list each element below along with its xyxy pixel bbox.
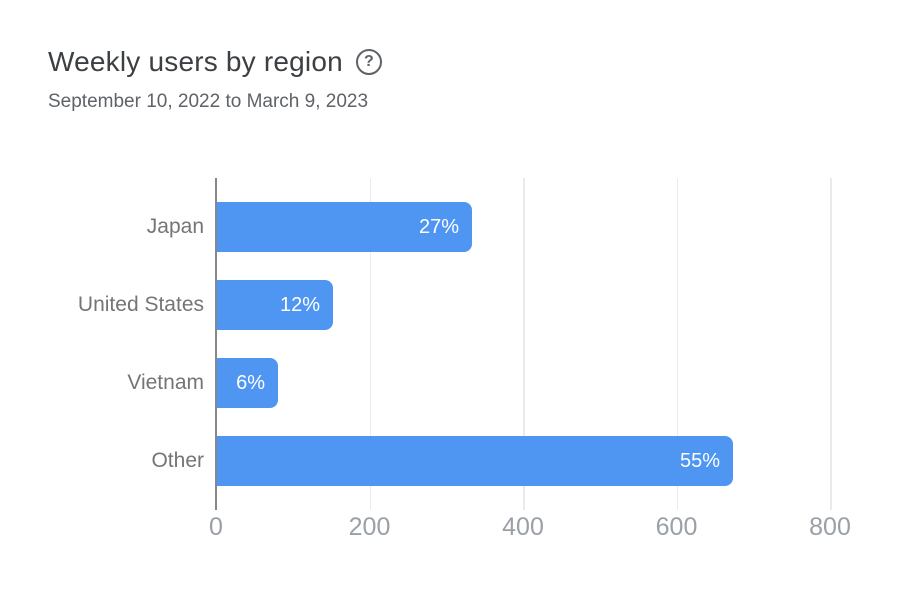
date-range-subtitle: September 10, 2022 to March 9, 2023 <box>48 91 369 112</box>
bar-value-label-japan: 27% <box>418 215 459 238</box>
gridline-x-200 <box>369 178 371 510</box>
category-label-vietnam: Vietnam <box>127 371 204 394</box>
page-title: Weekly users by region <box>48 46 343 77</box>
bar-value-label-other: 55% <box>679 449 720 472</box>
gridline-x-400 <box>523 178 525 510</box>
help-circle-icon[interactable]: ? <box>355 49 382 75</box>
x-tick-label-600: 600 <box>655 513 698 541</box>
gridline-x-800 <box>830 178 832 510</box>
bar-japan[interactable]: 27% <box>217 202 472 252</box>
gridline-x-600 <box>676 178 678 510</box>
bar-united-states[interactable]: 12% <box>217 280 333 330</box>
y-axis-line <box>215 178 217 510</box>
bar-value-label-united-states: 12% <box>279 293 320 316</box>
x-tick-label-0: 0 <box>209 513 223 541</box>
category-label-japan: Japan <box>146 215 204 238</box>
bar-value-label-vietnam: 6% <box>236 371 265 394</box>
x-tick-label-200: 200 <box>348 513 391 541</box>
chart-header: Weekly users by region ? September 10, 2… <box>48 46 382 113</box>
x-tick-label-800: 800 <box>809 513 851 541</box>
category-label-other: Other <box>151 449 204 472</box>
bar-other[interactable]: 55% <box>217 436 733 486</box>
category-label-united-states: United States <box>77 293 204 316</box>
bar-vietnam[interactable]: 6% <box>217 358 278 408</box>
x-tick-label-400: 400 <box>502 513 544 541</box>
